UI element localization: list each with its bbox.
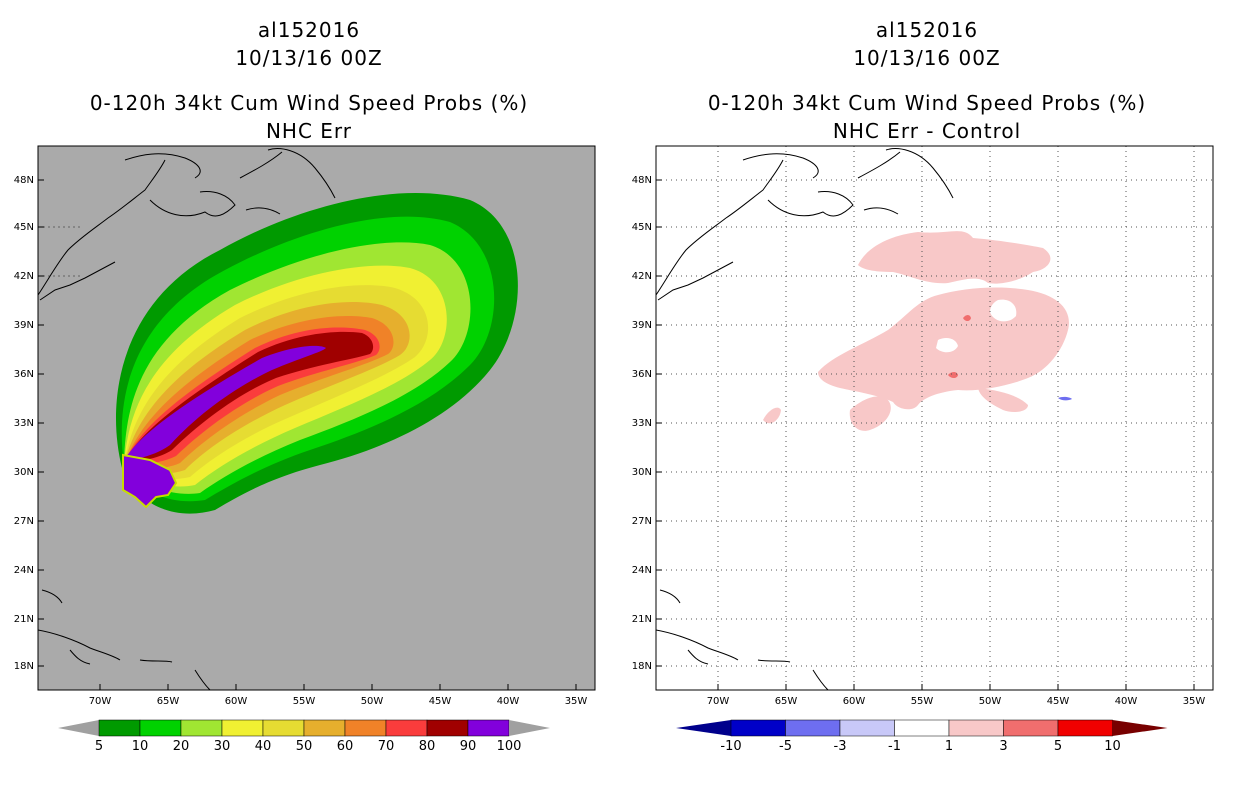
lat-tick-label: 36N xyxy=(14,369,34,380)
grid-lines xyxy=(38,226,80,277)
lat-tick-label: 24N xyxy=(14,565,34,576)
lon-tick-label: 40W xyxy=(497,696,520,707)
lat-tick-label: 39N xyxy=(632,320,652,331)
lon-tick-label: 35W xyxy=(1183,696,1206,707)
lon-tick-label: 45W xyxy=(429,696,452,707)
lon-tick-label: 40W xyxy=(1115,696,1138,707)
map-frame xyxy=(37,145,596,691)
left-panel-axes: 48N 45N 42N 39N 36N 33N 30N 27N 24N 21N 18N 70W 65W 6… xyxy=(14,175,588,707)
difference-map xyxy=(655,145,1214,691)
lat-tick-label: 18N xyxy=(632,661,652,672)
storm-id-title: al152016 xyxy=(875,18,979,42)
lon-tick-label: 65W xyxy=(775,696,798,707)
lat-tick-label: 27N xyxy=(632,516,652,527)
lon-tick-label: 70W xyxy=(707,696,730,707)
lon-tick-label: 60W xyxy=(843,696,866,707)
lat-tick-label: 42N xyxy=(14,271,34,282)
lat-tick-label: 33N xyxy=(632,418,652,429)
lat-tick-label: 21N xyxy=(632,614,652,625)
panel-subtitle: NHC Err - Control xyxy=(832,119,1022,143)
lat-tick-label: 24N xyxy=(632,565,652,576)
lat-tick-label: 36N xyxy=(632,369,652,380)
lon-tick-label: 35W xyxy=(565,696,588,707)
map-frame xyxy=(655,145,1214,691)
lat-tick-label: 33N xyxy=(14,418,34,429)
left-map-panel: al152016 10/13/16 00Z 0-120h 34kt Cum Wi… xyxy=(37,18,596,754)
lon-tick-label: 45W xyxy=(1047,696,1070,707)
product-title: 0-120h 34kt Cum Wind Speed Probs (%) xyxy=(89,91,529,115)
difference-contours xyxy=(763,231,1072,431)
storm-id-title: al152016 xyxy=(257,18,361,42)
probability-contours xyxy=(115,193,518,514)
lon-tick-label: 55W xyxy=(293,696,316,707)
grid-lines xyxy=(656,146,1213,690)
lat-tick-label: 39N xyxy=(14,320,34,331)
lat-tick-label: 42N xyxy=(632,271,652,282)
lat-tick-label: 30N xyxy=(632,467,652,478)
lat-tick-label: 48N xyxy=(14,175,34,186)
lon-tick-label: 50W xyxy=(979,696,1002,707)
datetime-title: 10/13/16 00Z xyxy=(235,46,383,70)
lat-tick-label: 27N xyxy=(14,516,34,527)
product-title: 0-120h 34kt Cum Wind Speed Probs (%) xyxy=(707,91,1147,115)
datetime-title: 10/13/16 00Z xyxy=(853,46,1001,70)
lon-tick-label: 55W xyxy=(911,696,934,707)
coastlines xyxy=(38,148,336,690)
lat-tick-label: 18N xyxy=(14,661,34,672)
probability-map xyxy=(37,145,596,691)
lat-tick-label: 45N xyxy=(14,222,34,233)
lat-tick-label: 45N xyxy=(632,222,652,233)
lon-tick-label: 65W xyxy=(157,696,180,707)
coastlines xyxy=(656,148,954,690)
right-panel-axes: 48N 45N 42N 39N 36N 33N 30N 27N 24N 21N 18N 70W 65W 6… xyxy=(632,175,1206,707)
lon-tick-label: 70W xyxy=(89,696,112,707)
lon-tick-label: 50W xyxy=(361,696,384,707)
lat-tick-label: 30N xyxy=(14,467,34,478)
lat-tick-label: 48N xyxy=(632,175,652,186)
panel-subtitle: NHC Err xyxy=(265,119,353,143)
lat-tick-label: 21N xyxy=(14,614,34,625)
lon-tick-label: 60W xyxy=(225,696,248,707)
